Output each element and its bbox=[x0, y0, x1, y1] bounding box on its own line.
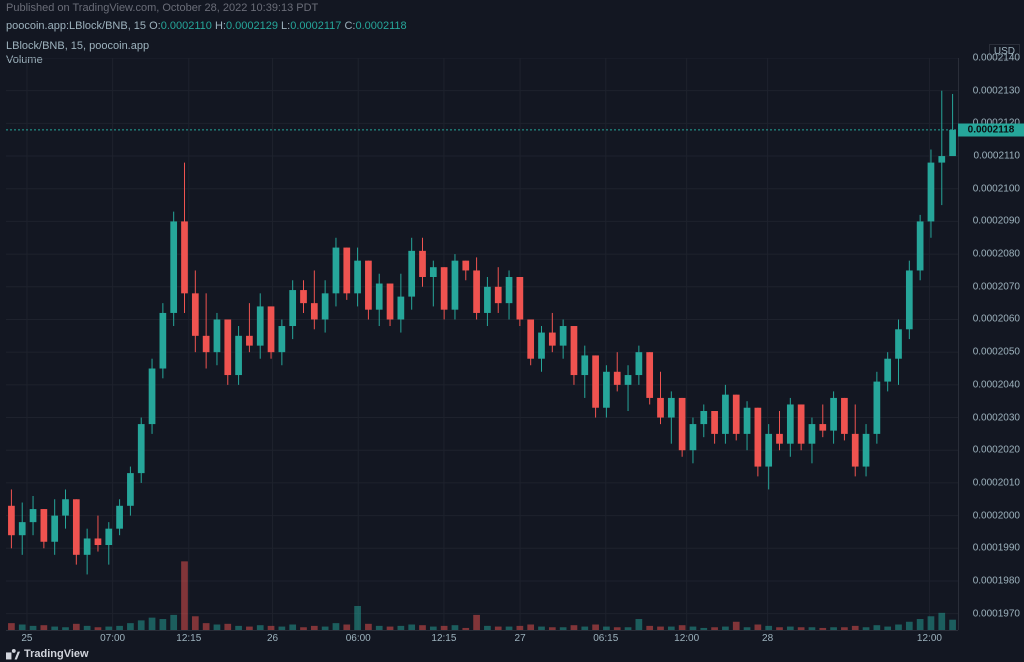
legend-symbol: LBlock/BNB, 15, poocoin.app bbox=[6, 40, 149, 52]
h-label: H: bbox=[215, 20, 226, 32]
l-value: 0.0002117 bbox=[290, 20, 341, 32]
price-tick: 0.0002090 bbox=[960, 216, 1020, 227]
price-tick: 0.0002110 bbox=[960, 151, 1020, 162]
price-tick: 0.0002040 bbox=[960, 379, 1020, 390]
price-tick: 0.0002060 bbox=[960, 314, 1020, 325]
time-tick: 06:15 bbox=[593, 633, 618, 644]
time-axis: 25 07:00 12:15 26 06:00 12:15 27 06:15 12:00 28 12… bbox=[6, 630, 958, 650]
time-tick: 26 bbox=[267, 633, 278, 644]
price-axis: USD 0.00021400.00021300.00021200.0002110… bbox=[958, 58, 1024, 630]
price-tick: 0.0001970 bbox=[960, 608, 1020, 619]
price-tick: 0.0002000 bbox=[960, 510, 1020, 521]
price-tick: 0.0002070 bbox=[960, 281, 1020, 292]
c-label: C: bbox=[344, 20, 355, 32]
interval-label: , 15 bbox=[128, 20, 149, 32]
price-tick: 0.0002080 bbox=[960, 249, 1020, 260]
time-tick: 12:00 bbox=[917, 633, 942, 644]
time-tick: 28 bbox=[762, 633, 773, 644]
site-link[interactable]: TradingView.com bbox=[72, 2, 156, 14]
tradingview-logo-text: TradingView bbox=[24, 648, 89, 660]
symbol-full: poocoin.app:LBlock/BNB bbox=[6, 20, 128, 32]
chart-area[interactable] bbox=[6, 58, 958, 630]
time-tick: 27 bbox=[515, 633, 526, 644]
price-tick: 0.0002020 bbox=[960, 445, 1020, 456]
l-label: L: bbox=[281, 20, 290, 32]
o-value: 0.0002110 bbox=[161, 20, 212, 32]
priceline-layer bbox=[6, 58, 958, 630]
price-tick: 0.0001990 bbox=[960, 543, 1020, 554]
time-tick: 06:00 bbox=[346, 633, 371, 644]
price-tick: 0.0002130 bbox=[960, 85, 1020, 96]
ohlc-row: poocoin.app:LBlock/BNB, 15 O:0.0002110 H… bbox=[6, 20, 1024, 32]
published-prefix: Published on bbox=[6, 2, 72, 14]
time-tick: 07:00 bbox=[100, 633, 125, 644]
tradingview-logo-icon bbox=[6, 648, 20, 660]
price-tick: 0.0002050 bbox=[960, 347, 1020, 358]
price-tick: 0.0002140 bbox=[960, 53, 1020, 64]
current-price-badge: 0.0002118 bbox=[958, 123, 1024, 136]
tradingview-logo[interactable]: TradingView bbox=[6, 648, 89, 660]
h-value: 0.0002129 bbox=[226, 20, 278, 32]
price-tick: 0.0001980 bbox=[960, 575, 1020, 586]
time-tick: 12:15 bbox=[431, 633, 456, 644]
o-label: O: bbox=[149, 20, 161, 32]
price-tick: 0.0002010 bbox=[960, 477, 1020, 488]
price-tick: 0.0002030 bbox=[960, 412, 1020, 423]
c-value: 0.0002118 bbox=[355, 20, 406, 32]
published-timestamp: , October 28, 2022 10:39:13 PDT bbox=[156, 2, 318, 14]
time-tick: 12:00 bbox=[674, 633, 699, 644]
price-tick: 0.0002100 bbox=[960, 183, 1020, 194]
time-tick: 25 bbox=[21, 633, 32, 644]
time-tick: 12:15 bbox=[176, 633, 201, 644]
published-header: Published on TradingView.com, October 28… bbox=[0, 0, 1024, 20]
